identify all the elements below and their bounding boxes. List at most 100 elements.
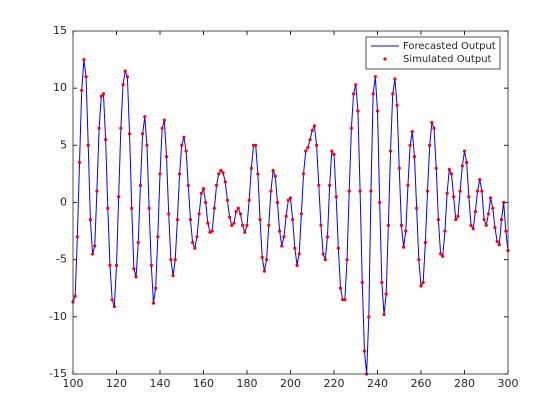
simulated-point [295,263,299,267]
simulated-point [271,168,275,173]
simulated-point [354,83,358,87]
simulated-point [301,172,306,176]
simulated-point [408,143,412,147]
x-tick-label: 300 [498,377,519,390]
simulated-point [489,196,493,200]
simulated-point [502,200,506,205]
simulated-point [112,304,116,309]
simulated-point [117,195,121,199]
simulated-point [345,258,349,262]
simulated-point [380,280,384,285]
simulated-point [378,200,382,205]
simulated-point [356,109,360,113]
simulated-point [197,212,201,216]
simulated-point [360,280,364,285]
x-tick-label: 240 [367,377,388,390]
simulated-point [141,132,145,136]
x-tick-label: 140 [150,377,171,390]
simulated-point [206,221,210,225]
simulated-point [362,349,367,353]
legend-box [365,36,501,70]
simulated-point [225,198,230,202]
simulated-point [328,183,332,187]
simulated-point [280,244,284,248]
simulated-point [469,223,473,227]
simulated-point [73,294,77,298]
simulated-point [186,183,190,187]
simulated-point [460,164,464,168]
x-tick-label: 100 [63,377,84,390]
simulated-point [493,226,497,230]
simulated-point [351,92,356,96]
simulated-point [156,235,160,239]
simulated-point [232,221,236,225]
simulated-point [238,212,243,216]
simulated-point [391,92,395,96]
simulated-point [454,218,458,222]
simulated-point [110,298,114,302]
simulated-point [410,130,414,134]
simulated-point [375,109,380,113]
simulated-point [180,143,184,147]
simulated-point [264,258,269,262]
simulated-point [151,301,156,305]
simulated-point [406,183,410,187]
simulated-point [127,132,132,136]
simulated-point [201,187,206,191]
simulated-point [162,118,166,122]
simulated-point [338,286,343,290]
simulated-point [456,214,460,218]
x-tick-label: 180 [237,377,258,390]
simulated-point [167,212,171,216]
simulated-point [371,92,375,96]
simulated-point [445,191,449,195]
simulated-point [293,246,297,250]
legend-label: Simulated Output [403,54,492,65]
simulated-point [325,235,330,239]
simulated-point [312,124,317,128]
simulated-point [358,189,362,193]
simulated-point [436,218,440,222]
x-tick-label: 280 [454,377,475,390]
simulated-point [195,235,199,239]
simulated-point [134,275,138,279]
simulated-point [106,206,110,210]
simulated-point [399,223,404,227]
simulated-point [330,149,334,153]
simulated-point [288,196,293,200]
simulated-point [471,227,475,231]
simulated-point [245,223,249,227]
simulated-point [221,171,225,175]
simulated-point [367,315,371,319]
simulated-point [193,246,197,250]
simulated-point [119,126,123,130]
simulated-point [484,223,488,227]
simulated-point [258,218,262,222]
y-tick-label: 5 [60,138,67,151]
simulated-point [449,172,454,176]
simulated-point [210,229,214,233]
simulated-point [452,195,456,199]
simulated-point [86,143,90,147]
simulated-point [154,286,158,290]
x-tick-label: 160 [193,377,214,390]
simulated-point [343,298,347,302]
simulated-point [256,172,260,176]
simulated-point [228,215,232,219]
simulated-point [247,198,251,202]
simulated-point [462,149,467,153]
simulated-point [273,174,277,178]
simulated-point [347,189,351,193]
simulated-point [369,189,373,193]
simulated-point [334,195,338,199]
simulated-point [199,191,203,195]
simulated-point [184,149,188,153]
simulated-point [480,189,484,193]
simulated-point [465,160,469,165]
simulated-point [323,258,327,262]
simulated-point [308,138,312,142]
x-tick-label: 120 [106,377,127,390]
simulated-point [299,212,303,216]
simulated-point [97,126,101,130]
